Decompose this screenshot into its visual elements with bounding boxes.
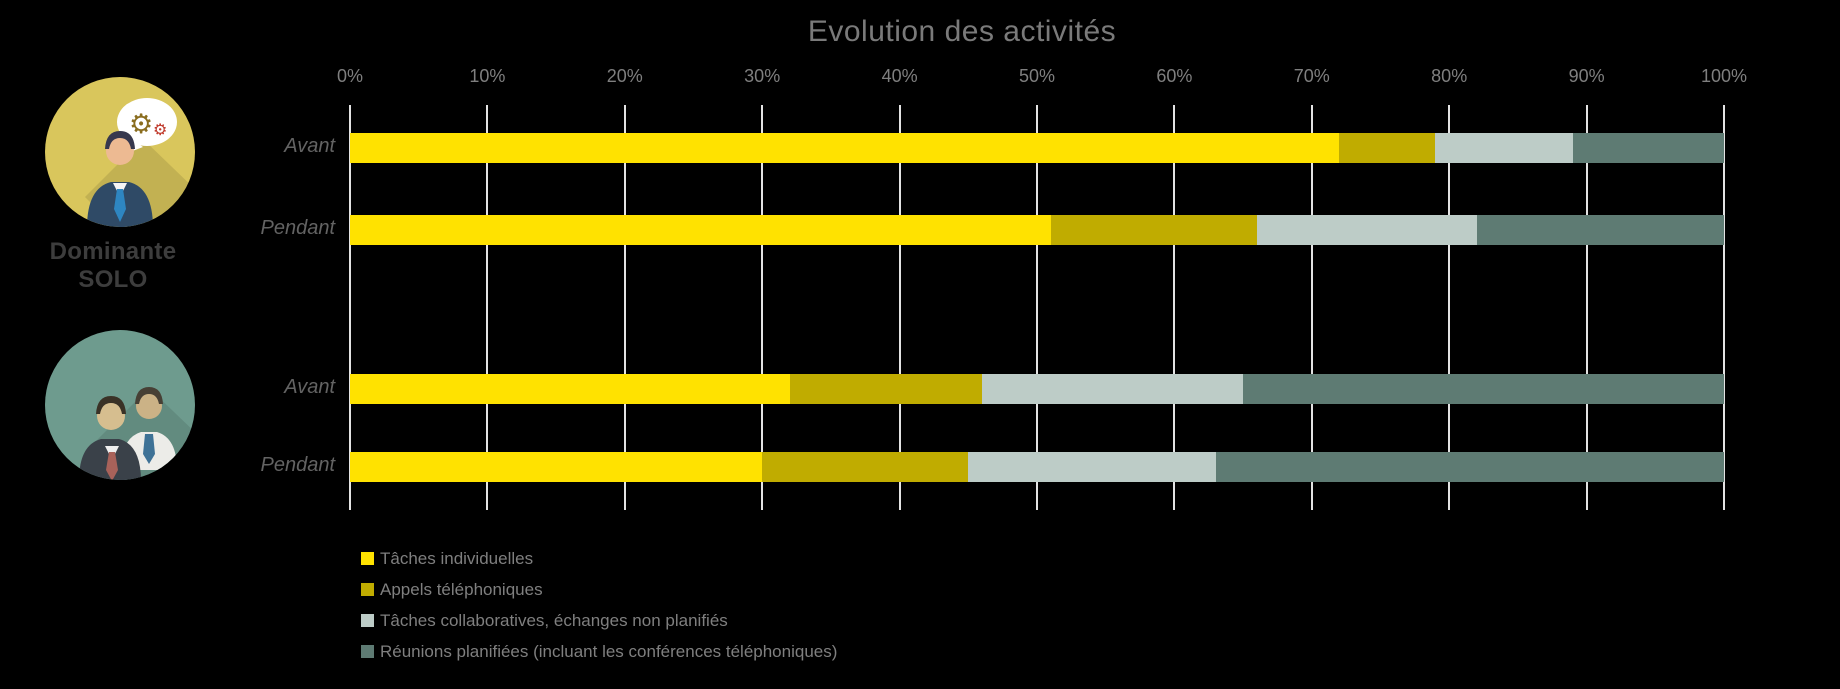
- legend-label: Appels téléphoniques: [380, 579, 543, 599]
- x-axis-tick-label: 80%: [1431, 66, 1468, 86]
- gear-small-icon: ⚙: [153, 122, 167, 139]
- gridline: [349, 105, 351, 510]
- stacked-bar: [350, 452, 1724, 482]
- gridline: [1723, 105, 1725, 510]
- x-axis-tick-label: 40%: [881, 66, 918, 86]
- gridline: [1585, 105, 1588, 510]
- x-axis-tick-label: 10%: [469, 66, 506, 86]
- stacked-bar: [350, 215, 1724, 245]
- gridline: [761, 105, 764, 510]
- gear-icon: ⚙: [129, 109, 153, 139]
- gridline: [623, 105, 626, 510]
- businessman-gears-icon: ⚙ ⚙: [45, 77, 195, 227]
- x-axis-tick-label: 50%: [1018, 66, 1056, 86]
- gridline: [1310, 105, 1313, 510]
- stacked-bar: [350, 133, 1724, 163]
- bar-segment: [1215, 452, 1724, 482]
- chart-title: Evolution des activités: [807, 15, 1117, 48]
- x-axis-tick-label: 20%: [606, 66, 643, 86]
- legend-label: Tâches individuelles: [380, 548, 534, 568]
- legend-label: Tâches collaboratives, échanges non plan…: [380, 610, 728, 630]
- legend-swatch-icon: [361, 645, 374, 658]
- row-label-avant: Avant: [284, 135, 335, 157]
- x-axis-tick-label: 70%: [1293, 66, 1330, 86]
- stacked-bar: [350, 374, 1724, 404]
- bar-segment: [1256, 215, 1477, 245]
- legend-item: Appels téléphoniques: [361, 579, 837, 599]
- gridline: [1036, 105, 1038, 510]
- x-axis-tick-label: 0%: [336, 66, 363, 86]
- bar-segment: [350, 374, 790, 404]
- legend-swatch-icon: [361, 583, 374, 596]
- bar-segment: [1476, 215, 1724, 245]
- gridline: [486, 105, 489, 510]
- legend-item: Tâches individuelles: [361, 548, 837, 568]
- legend: Tâches individuelles Appels téléphoniques…: [361, 548, 838, 674]
- bar-segment: [968, 452, 1216, 482]
- bar-segment: [350, 452, 763, 482]
- x-axis-tick-label: 30%: [744, 66, 781, 86]
- x-axis-tick-label: 90%: [1568, 66, 1605, 86]
- bar-segment: [1572, 133, 1724, 163]
- legend-item: Tâches collaboratives, échanges non plan…: [361, 610, 837, 630]
- row-label-pendant: Pendant: [260, 217, 335, 239]
- bar-segment: [350, 133, 1340, 163]
- x-axis-tick-label: 100%: [1700, 66, 1748, 86]
- legend-item: Réunions planifiées (incluant les confér…: [361, 641, 838, 661]
- bar-segment: [789, 374, 983, 404]
- row-label-avant: Avant: [284, 376, 335, 398]
- x-axis-tick-label: 60%: [1156, 66, 1193, 86]
- bar-segment: [1050, 215, 1257, 245]
- bar-segment: [350, 215, 1051, 245]
- legend-label: Réunions planifiées (incluant les confér…: [380, 641, 838, 661]
- bar-segment: [982, 374, 1244, 404]
- two-businessmen-icon: [45, 330, 195, 480]
- bar-segment: [1435, 133, 1573, 163]
- bar-segment: [1339, 133, 1436, 163]
- row-label-pendant: Pendant: [260, 454, 335, 476]
- bar-segment: [1243, 374, 1724, 404]
- gridline: [1448, 105, 1451, 510]
- group-label-dominante-solo: Dominante SOLO: [49, 238, 177, 293]
- bar-segment: [762, 452, 969, 482]
- gridline: [898, 105, 901, 510]
- gridline: [1173, 105, 1176, 510]
- legend-swatch-icon: [361, 614, 374, 627]
- legend-swatch-icon: [361, 552, 374, 565]
